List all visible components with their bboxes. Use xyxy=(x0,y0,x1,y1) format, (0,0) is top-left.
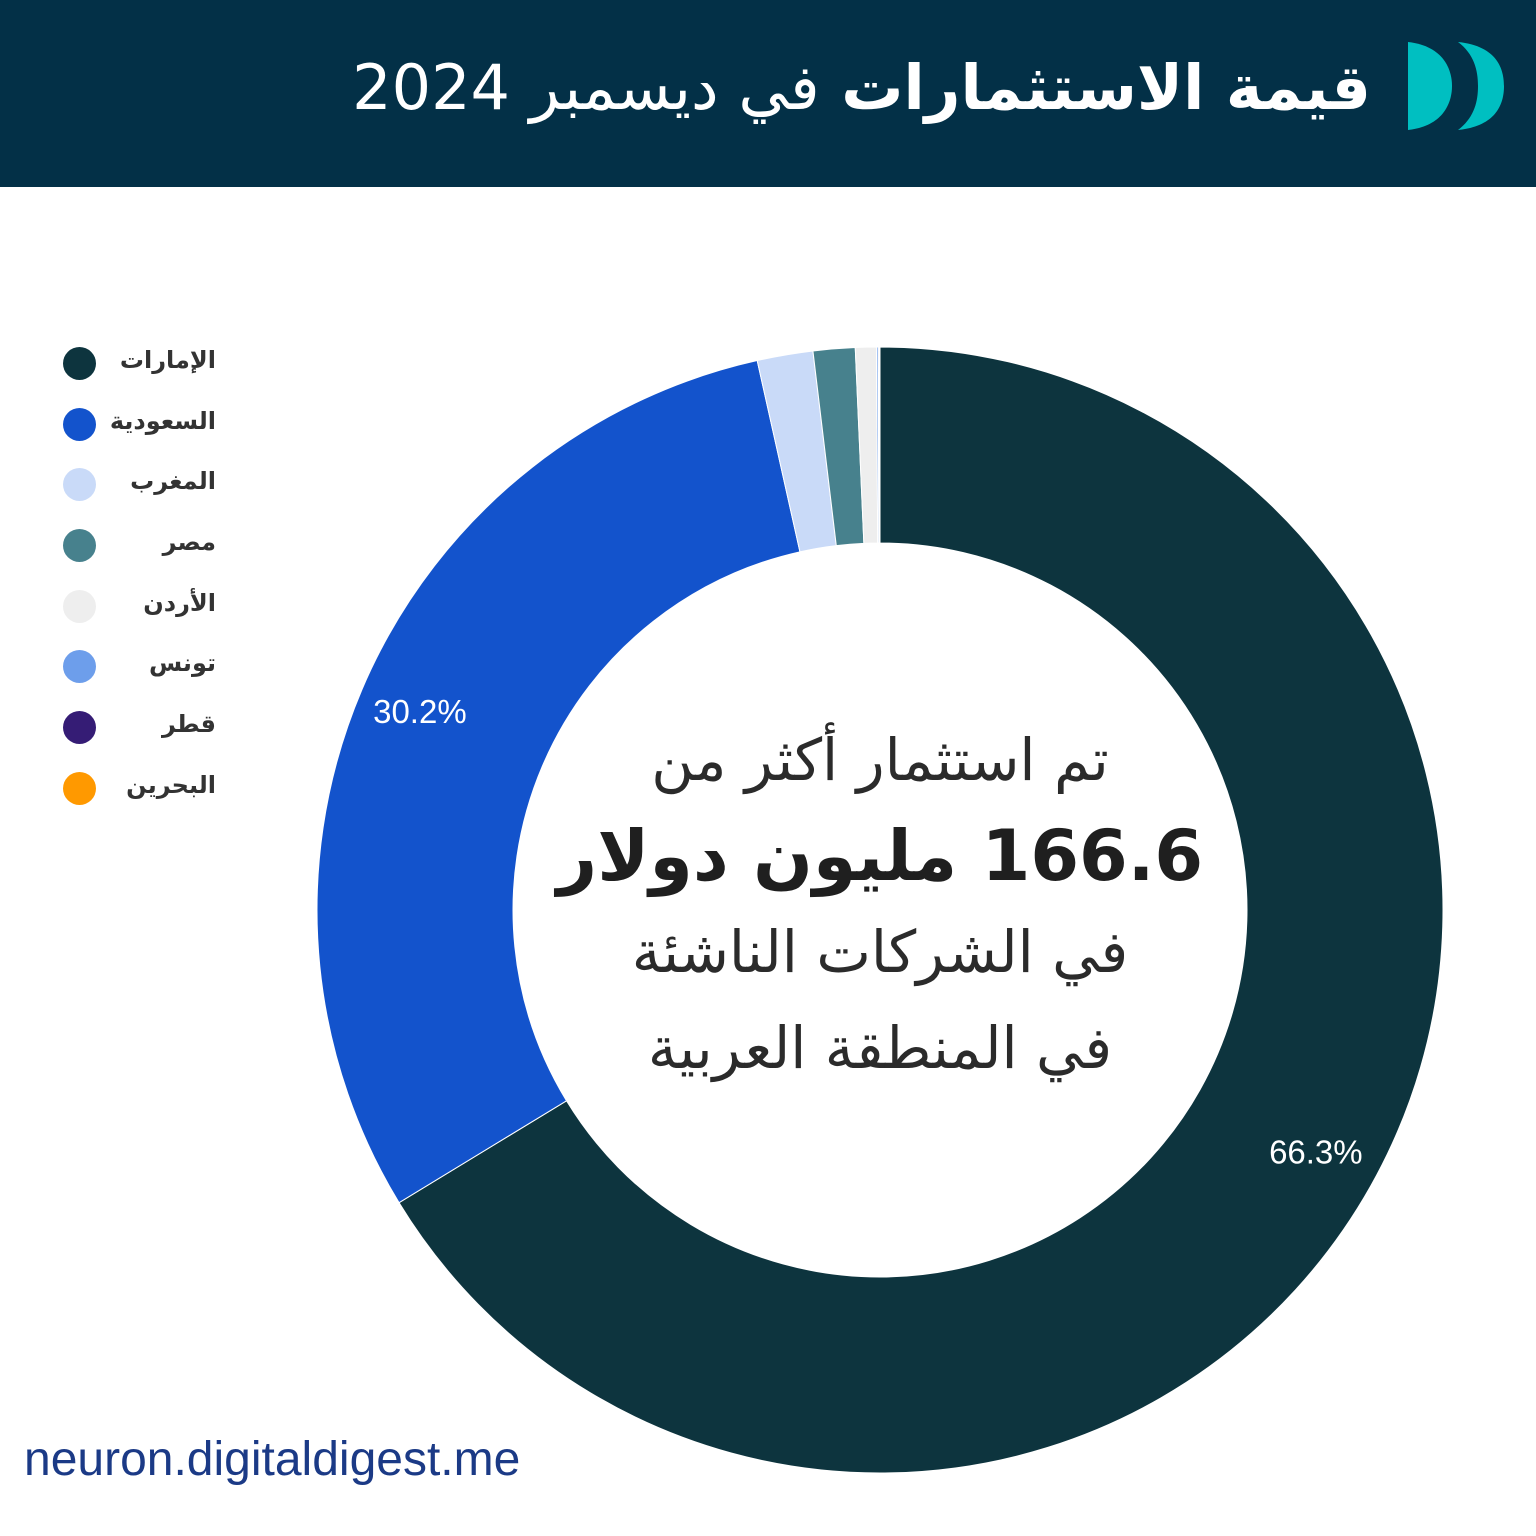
legend-swatch xyxy=(63,529,96,563)
legend-item: البحرين xyxy=(58,765,228,826)
slice-percent-label: 66.3% xyxy=(1269,1134,1363,1171)
legend-label: مصر xyxy=(162,528,216,557)
legend-label: الأردن xyxy=(143,588,216,617)
legend-label: قطر xyxy=(161,710,216,739)
legend-swatch xyxy=(63,407,96,441)
legend-swatch xyxy=(63,711,96,745)
legend-label: المغرب xyxy=(130,467,216,496)
chart-legend: الإمارات السعودية المغرب مصر الأردن تونس قطر ال… xyxy=(58,340,228,826)
donut-slice xyxy=(878,346,881,544)
double-chevron-logo-icon xyxy=(1408,42,1504,130)
page-title: قيمة الاستثمارات في ديسمبر 2024 xyxy=(352,48,1371,128)
legend-item: قطر xyxy=(58,704,228,765)
slice-percent-label: 30.2% xyxy=(373,693,467,730)
center-caption-line3: في الشركات الناشئة xyxy=(631,918,1129,986)
legend-label: الإمارات xyxy=(119,346,216,374)
legend-item: الأردن xyxy=(58,583,228,644)
center-caption: تم استثمار أكثر من 166.6 مليون دولار في … xyxy=(540,712,1220,1096)
center-caption-line1: تم استثمار أكثر من xyxy=(651,726,1109,794)
legend-item: مصر xyxy=(58,522,228,583)
center-caption-line4: في المنطقة العربية xyxy=(647,1014,1113,1082)
legend-item: تونس xyxy=(58,643,228,704)
legend-swatch xyxy=(63,589,96,623)
legend-item: السعودية xyxy=(58,401,228,462)
title-light: في ديسمبر 2024 xyxy=(352,51,820,124)
legend-item: الإمارات xyxy=(58,340,228,401)
footer-url[interactable]: neuron.digitaldigest.me xyxy=(24,1433,521,1486)
legend-swatch xyxy=(63,347,96,380)
center-caption-amount: 166.6 مليون دولار xyxy=(556,815,1204,897)
legend-label: السعودية xyxy=(109,406,216,435)
legend-label: البحرين xyxy=(126,770,216,799)
legend-swatch xyxy=(63,650,96,684)
legend-label: تونس xyxy=(149,649,216,678)
legend-item: المغرب xyxy=(58,461,228,522)
legend-swatch xyxy=(63,771,96,805)
legend-swatch xyxy=(63,468,96,502)
donut-slice xyxy=(398,346,1444,1474)
donut-slice xyxy=(316,359,801,1204)
title-bold: قيمة الاستثمارات xyxy=(841,51,1371,124)
header-banner: قيمة الاستثمارات في ديسمبر 2024 xyxy=(0,0,1536,187)
